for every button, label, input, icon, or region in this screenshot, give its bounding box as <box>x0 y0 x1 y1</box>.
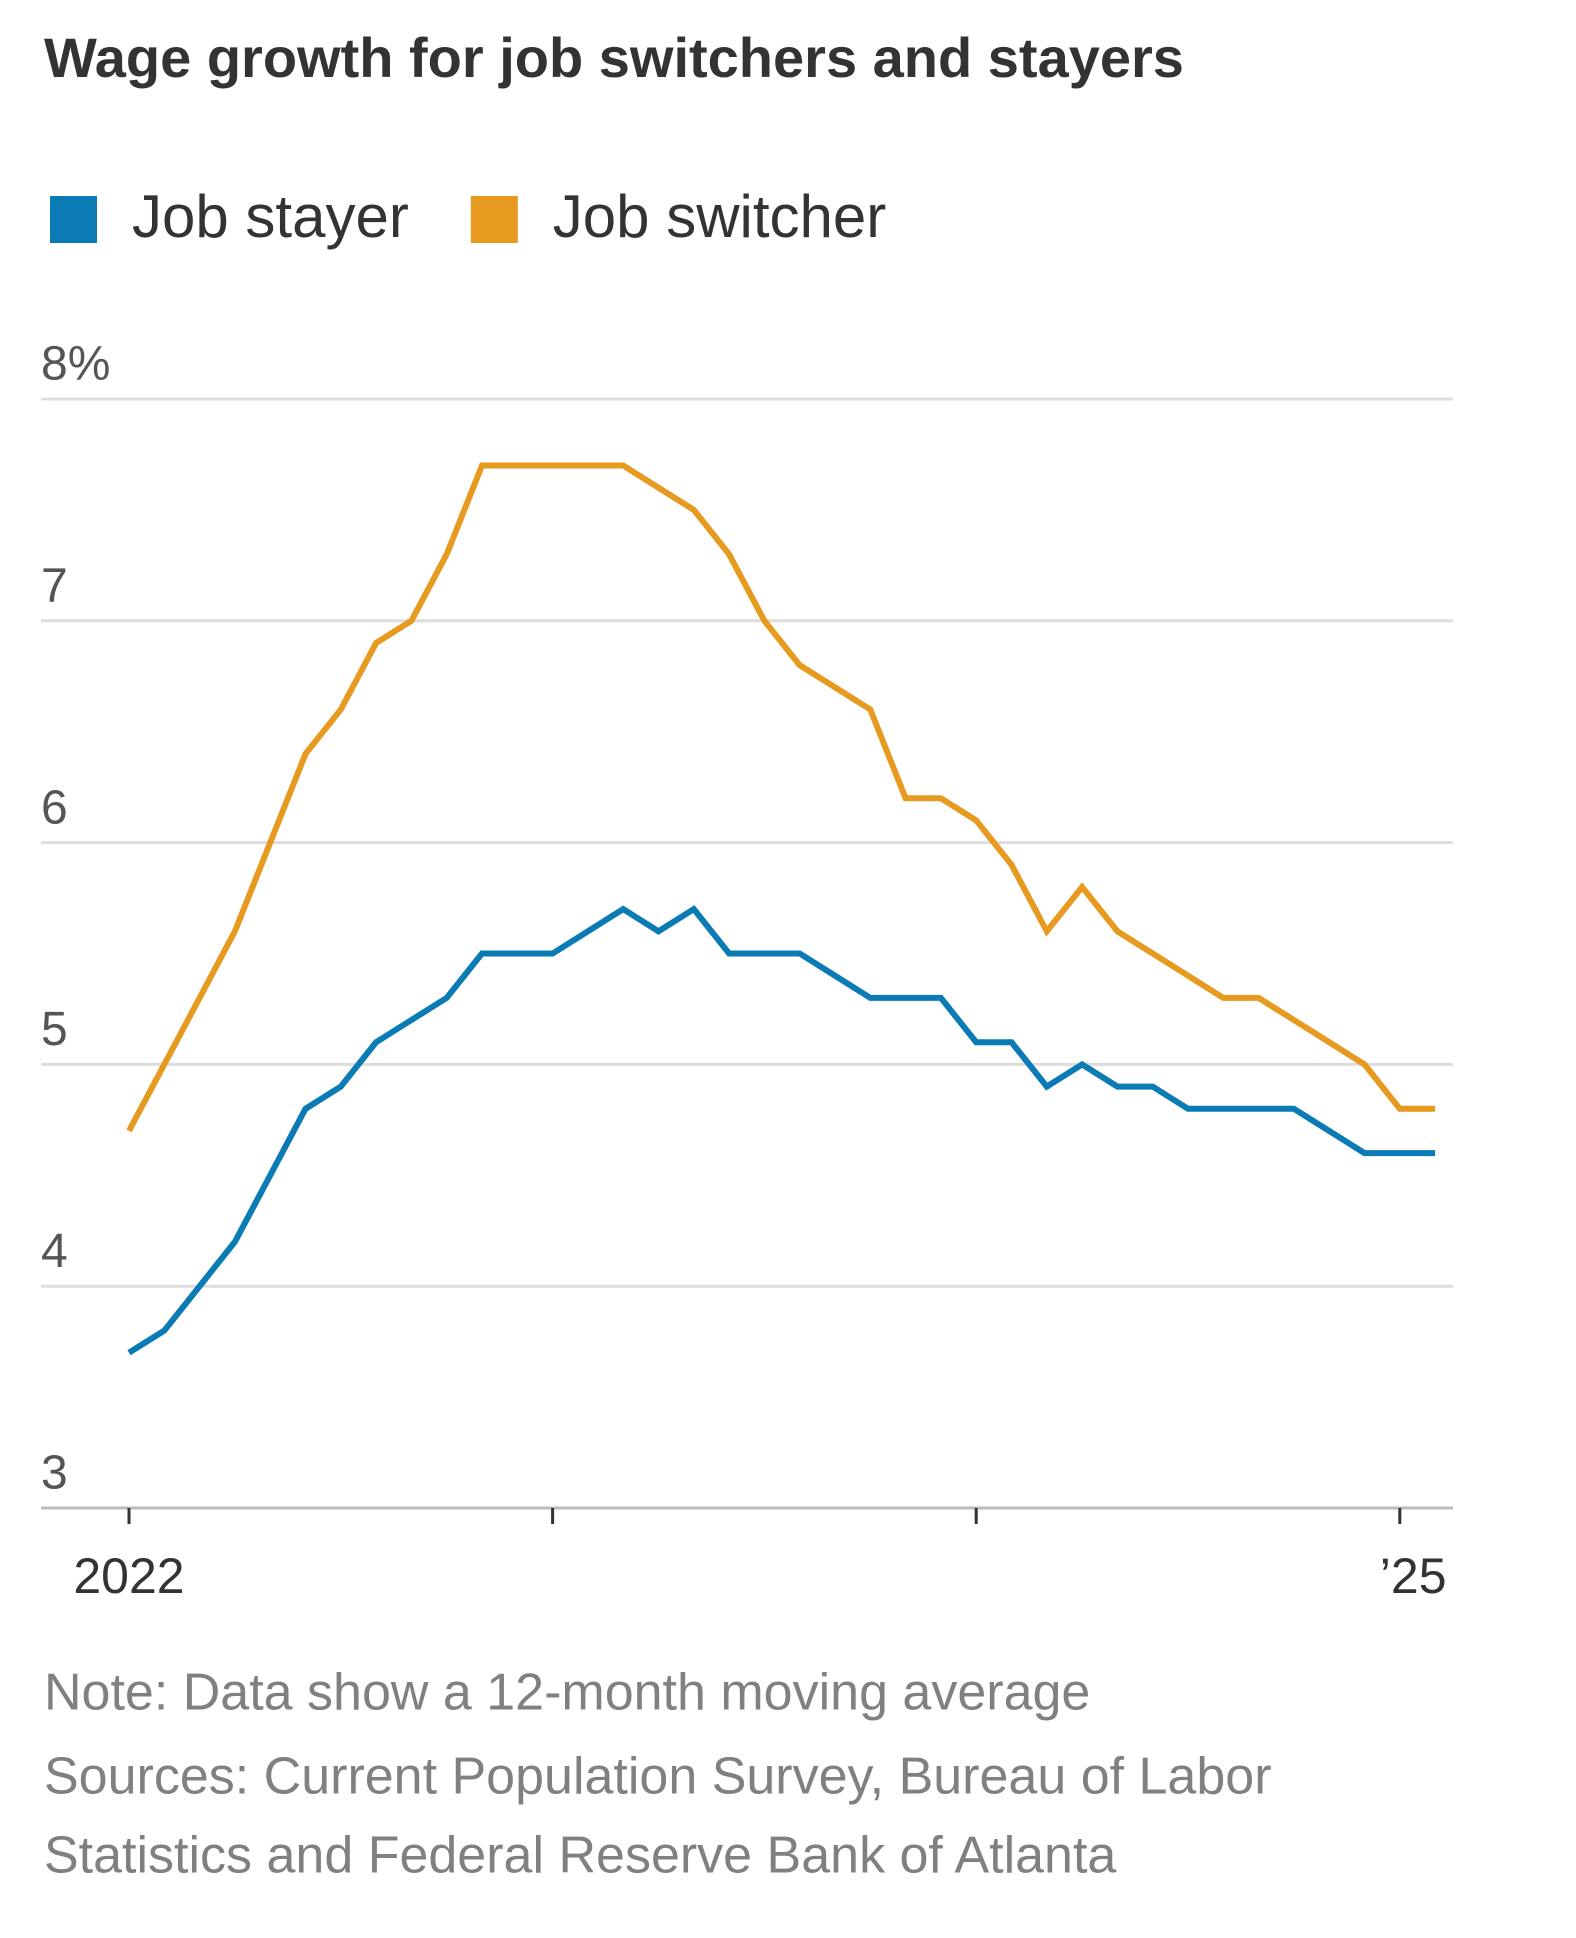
y-tick-label: 6 <box>41 781 68 834</box>
y-tick-label: 3 <box>41 1447 68 1500</box>
y-tick-label: 4 <box>41 1225 68 1278</box>
chart-title: Wage growth for job switchers and stayer… <box>44 26 1184 89</box>
source: Sources: Current Population Survey, Bure… <box>44 1748 1272 1806</box>
series-line <box>126 462 1436 1133</box>
legend-swatch <box>50 196 97 243</box>
x-tick-label: 2022 <box>73 1548 184 1604</box>
y-tick-label: 5 <box>41 1003 68 1056</box>
legend-label: Job stayer <box>132 183 409 250</box>
x-tick-label: ’25 <box>1380 1548 1447 1604</box>
note: Note: Data show a 12-month moving averag… <box>44 1664 1090 1722</box>
y-tick-label: 8% <box>41 338 110 391</box>
series-line <box>127 905 1436 1356</box>
legend-label: Job switcher <box>553 183 886 250</box>
source: Statistics and Federal Reserve Bank of A… <box>44 1827 1116 1885</box>
y-tick-label: 7 <box>41 559 68 612</box>
legend-swatch <box>470 196 518 243</box>
